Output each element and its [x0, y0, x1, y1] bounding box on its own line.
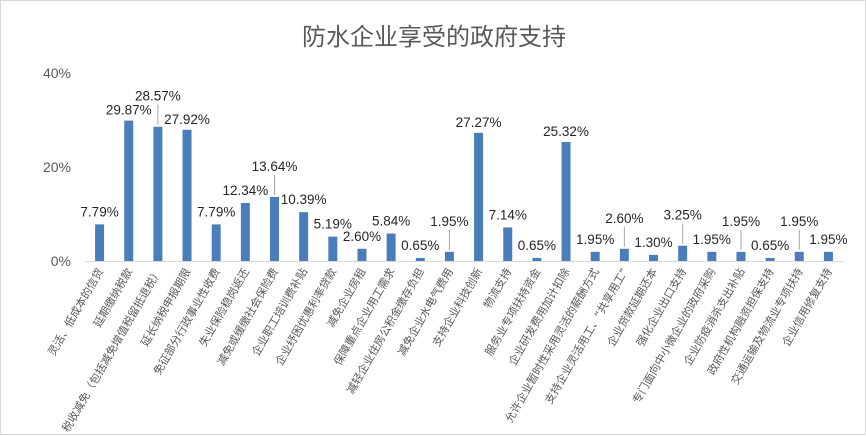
data-label: 7.14%	[489, 207, 527, 222]
data-label: 5.84%	[372, 214, 410, 229]
bar	[153, 126, 163, 261]
data-label: 1.95%	[430, 214, 468, 229]
data-label: 1.30%	[634, 235, 672, 250]
bar	[823, 251, 833, 261]
bar	[474, 132, 484, 261]
bars-group	[95, 120, 833, 262]
data-label: 5.19%	[314, 217, 352, 232]
bar	[561, 141, 571, 261]
data-label: 13.64%	[252, 159, 298, 174]
data-label: 2.60%	[605, 211, 643, 226]
bar	[444, 251, 454, 261]
x-tick-label: 物流支持	[480, 266, 514, 311]
bar	[299, 212, 309, 261]
data-label: 0.65%	[401, 238, 439, 253]
bar	[386, 233, 396, 261]
bar	[532, 257, 542, 261]
bar	[794, 251, 804, 261]
data-label: 1.95%	[809, 232, 847, 247]
data-label: 27.92%	[164, 112, 210, 127]
data-label: 0.65%	[751, 238, 789, 253]
bar	[678, 245, 688, 261]
data-label: 1.95%	[576, 232, 614, 247]
data-label: 29.87%	[106, 103, 152, 118]
data-label: 7.79%	[80, 204, 118, 219]
data-label: 1.95%	[780, 214, 818, 229]
data-label: 3.25%	[664, 208, 702, 223]
bar	[211, 224, 221, 261]
bar	[503, 227, 513, 261]
bar	[590, 251, 600, 261]
bar	[124, 120, 134, 262]
bar	[270, 196, 279, 261]
data-label: 1.95%	[693, 232, 731, 247]
bar	[240, 203, 250, 261]
bar	[736, 251, 746, 261]
data-label: 1.95%	[722, 214, 760, 229]
bar	[328, 236, 338, 261]
data-label: 25.32%	[543, 124, 589, 139]
bar	[707, 251, 717, 261]
data-label: 12.34%	[222, 183, 268, 198]
y-tick-label: 20%	[43, 159, 71, 175]
data-labels-group: 7.79% 29.87%28.57% 27.92% 7.79% 12.34% 13.64%…	[80, 89, 847, 253]
bar	[182, 129, 192, 261]
bar	[649, 254, 658, 261]
data-label: 10.39%	[281, 192, 327, 207]
data-label: 27.27%	[456, 115, 502, 130]
chart-title: 防水企业享受的政府支持	[302, 23, 566, 51]
data-label: 28.57%	[135, 89, 181, 104]
category-labels-group: 灵活、低成本的信贷延期缴纳税款税收减免（包括减免增值税留抵退税）延长纳税申报期限…	[45, 265, 835, 434]
bar	[95, 224, 105, 261]
bar	[357, 248, 367, 261]
data-label: 0.65%	[518, 238, 556, 253]
data-label: 7.79%	[197, 204, 235, 219]
axis-group: 0% 20% 40%	[43, 65, 843, 269]
bar	[765, 257, 775, 261]
data-label: 2.60%	[343, 229, 381, 244]
bar	[415, 257, 425, 261]
y-tick-label: 40%	[43, 65, 71, 81]
bar	[619, 248, 629, 261]
y-tick-label: 0%	[51, 253, 71, 269]
